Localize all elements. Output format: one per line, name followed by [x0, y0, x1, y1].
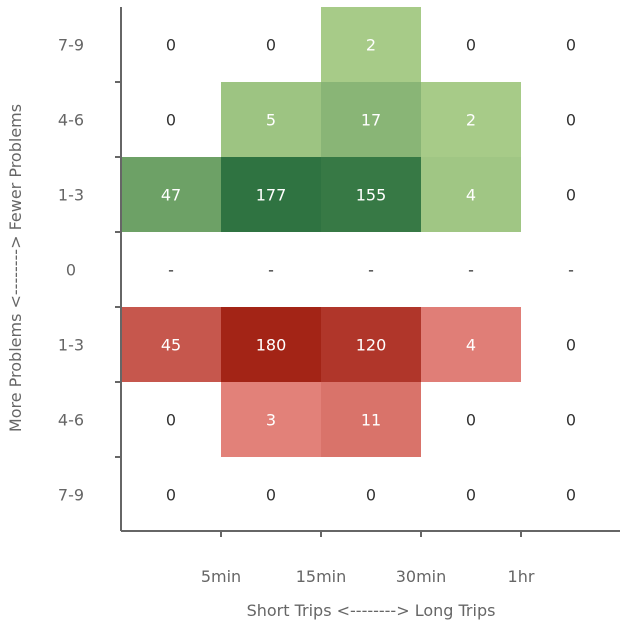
cell-value-label: 0 [166, 36, 176, 55]
cell-value-label: 0 [166, 411, 176, 430]
cell-value-label: 11 [361, 411, 381, 430]
cell-value-label: - [168, 261, 174, 280]
heatmap-cell [321, 82, 421, 157]
cell-value-label: 4 [466, 336, 476, 355]
cell-value-label: 0 [166, 486, 176, 505]
cell-value-label: 120 [356, 336, 387, 355]
cell-value-label: 177 [256, 186, 287, 205]
heatmap-cell [421, 307, 521, 382]
cell-value-label: - [468, 261, 474, 280]
cell-value-label: 0 [366, 486, 376, 505]
heatmap-cell [121, 157, 221, 232]
cell-value-label: 0 [266, 36, 276, 55]
cell-value-label: 0 [566, 111, 576, 130]
y-axis-label: More Problems <--------> Fewer Problems [6, 104, 25, 432]
cell-value-label: 0 [566, 336, 576, 355]
cell-value-label: 0 [566, 486, 576, 505]
heatmap-cell [321, 382, 421, 457]
cell-value-label: 45 [161, 336, 181, 355]
heatmap-cell [221, 82, 321, 157]
heatmap-cell [321, 307, 421, 382]
y-tick-label: 4-6 [58, 111, 84, 130]
cell-value-label: 2 [466, 111, 476, 130]
x-axis-label: Short Trips <--------> Long Trips [247, 601, 496, 620]
cell-value-label: 0 [466, 486, 476, 505]
heatmap-cell [421, 157, 521, 232]
cell-value-label: 4 [466, 186, 476, 205]
cell-value-label: 0 [466, 36, 476, 55]
y-tick-label: 1-3 [58, 336, 84, 355]
heatmap-cell [421, 82, 521, 157]
cell-value-label: 5 [266, 111, 276, 130]
cell-value-label: 0 [566, 186, 576, 205]
x-tick-label: 5min [201, 567, 241, 586]
cell-value-label: 0 [566, 36, 576, 55]
x-tick-label: 1hr [508, 567, 535, 586]
cell-value-label: - [368, 261, 374, 280]
cell-value-label: 180 [256, 336, 287, 355]
y-tick-label: 7-9 [58, 486, 84, 505]
cell-value-label: 0 [166, 111, 176, 130]
y-tick-label: 1-3 [58, 186, 84, 205]
cell-value-label: 2 [366, 36, 376, 55]
cell-value-label: 155 [356, 186, 387, 205]
cell-value-label: - [268, 261, 274, 280]
y-tick-label: 0 [66, 261, 76, 280]
x-tick-label: 30min [396, 567, 447, 586]
cell-value-label: - [568, 261, 574, 280]
heatmap-cell [221, 157, 321, 232]
cell-value-label: 0 [466, 411, 476, 430]
cell-value-label: 47 [161, 186, 181, 205]
y-tick-label: 7-9 [58, 36, 84, 55]
heatmap-cell [221, 382, 321, 457]
heatmap-cells: 0 0 2 0 0 0 5 17 2 0 47 177 155 4 0 - - - - - 45 180 120 4 0 0 3 11… [121, 7, 576, 505]
heatmap-cell [121, 307, 221, 382]
heatmap-cell [321, 7, 421, 82]
heatmap-cell [221, 307, 321, 382]
x-tick-label: 15min [296, 567, 347, 586]
heatmap-cell [321, 157, 421, 232]
cell-value-label: 17 [361, 111, 381, 130]
y-tick-label: 4-6 [58, 411, 84, 430]
tick-labels: 7-9 4-6 1-3 0 1-3 4-6 7-9 5min 15min 30min 1hr [58, 36, 535, 587]
axes [115, 7, 620, 537]
cell-value-label: 0 [566, 411, 576, 430]
cell-value-label: 3 [266, 411, 276, 430]
cell-value-label: 0 [266, 486, 276, 505]
